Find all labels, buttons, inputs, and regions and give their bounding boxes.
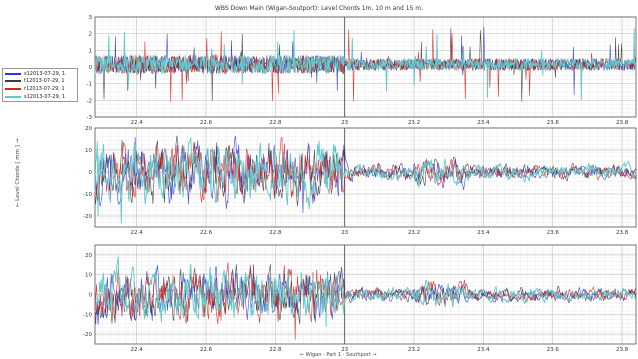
x-tick-label: 23.4 <box>477 230 490 236</box>
x-tick-label: 23 <box>341 120 348 126</box>
legend-entry: s12013-07-29, 1 <box>5 93 75 101</box>
series-line <box>94 137 637 224</box>
legend-label: s12013-07-29, 1 <box>24 93 66 100</box>
y-tick-label: 0 <box>89 65 93 71</box>
x-axis-label: ← Wigan - Part 1 - Southport → <box>300 352 377 358</box>
x-tick-label: 23 <box>341 230 348 236</box>
series-line <box>94 28 637 101</box>
x-tick-label: 22.8 <box>269 347 282 353</box>
x-tick-label: 23.6 <box>547 230 560 236</box>
y-tick-label: 0 <box>89 293 93 299</box>
y-tick-label: 1 <box>89 48 93 54</box>
x-tick-label: 23.2 <box>408 120 420 126</box>
chart-title: WBS Down Main (Wigan-Soutport): Level Ch… <box>214 5 424 12</box>
legend-entry: s12013-07-29, 1 <box>5 70 75 78</box>
series-line <box>94 256 637 328</box>
x-tick-label: 23.4 <box>477 120 490 126</box>
y-tick-label: 3 <box>89 15 93 21</box>
y-tick-label: -10 <box>83 192 92 198</box>
y-tick-label: 20 <box>85 253 92 259</box>
x-tick-label: 23.6 <box>547 120 560 126</box>
y-axis-label: ← Level Chords [ mm ] → <box>15 138 21 208</box>
y-tick-label: -20 <box>83 332 92 338</box>
legend: s12013-07-29, 1 t12013-07-29, 1 r12013-0… <box>2 68 78 102</box>
x-tick-label: 22.4 <box>130 230 143 236</box>
x-tick-label: 22.6 <box>200 120 213 126</box>
legend-entry: t12013-07-29, 1 <box>5 78 75 86</box>
x-tick-label: 22.4 <box>130 347 143 353</box>
y-tick-label: -20 <box>83 214 92 220</box>
x-tick-label: 23.2 <box>408 347 420 353</box>
y-tick-label: -1 <box>87 82 92 88</box>
y-tick-label: -2 <box>87 98 92 104</box>
x-tick-label: 22.6 <box>200 347 213 353</box>
x-tick-label: 22.8 <box>269 120 282 126</box>
x-tick-label: 23 <box>341 347 348 353</box>
legend-swatch <box>5 80 21 83</box>
legend-swatch <box>5 72 21 75</box>
y-tick-label: 0 <box>89 170 93 176</box>
x-tick-label: 23.8 <box>616 120 629 126</box>
x-tick-label: 23.4 <box>477 347 490 353</box>
y-tick-label: 2 <box>89 32 93 38</box>
legend-swatch <box>5 95 21 98</box>
x-tick-label: 23.6 <box>547 347 560 353</box>
legend-label: t12013-07-29, 1 <box>24 78 65 85</box>
y-tick-label: 10 <box>85 273 92 279</box>
y-tick-label: 10 <box>85 148 92 154</box>
legend-label: s12013-07-29, 1 <box>24 70 66 77</box>
legend-label: r12013-07-29, 1 <box>24 85 65 92</box>
x-tick-label: 22.6 <box>200 230 213 236</box>
y-tick-label: -3 <box>87 115 93 121</box>
x-tick-label: 23.8 <box>616 230 629 236</box>
legend-entry: r12013-07-29, 1 <box>5 85 75 93</box>
x-tick-label: 22.4 <box>130 120 143 126</box>
y-tick-label: 20 <box>85 126 92 132</box>
plot-frame <box>94 244 637 345</box>
x-tick-label: 23.2 <box>408 230 420 236</box>
legend-swatch <box>5 87 21 90</box>
x-tick-label: 22.8 <box>269 230 282 236</box>
x-tick-label: 23.8 <box>616 347 629 353</box>
y-tick-label: -10 <box>83 312 92 318</box>
